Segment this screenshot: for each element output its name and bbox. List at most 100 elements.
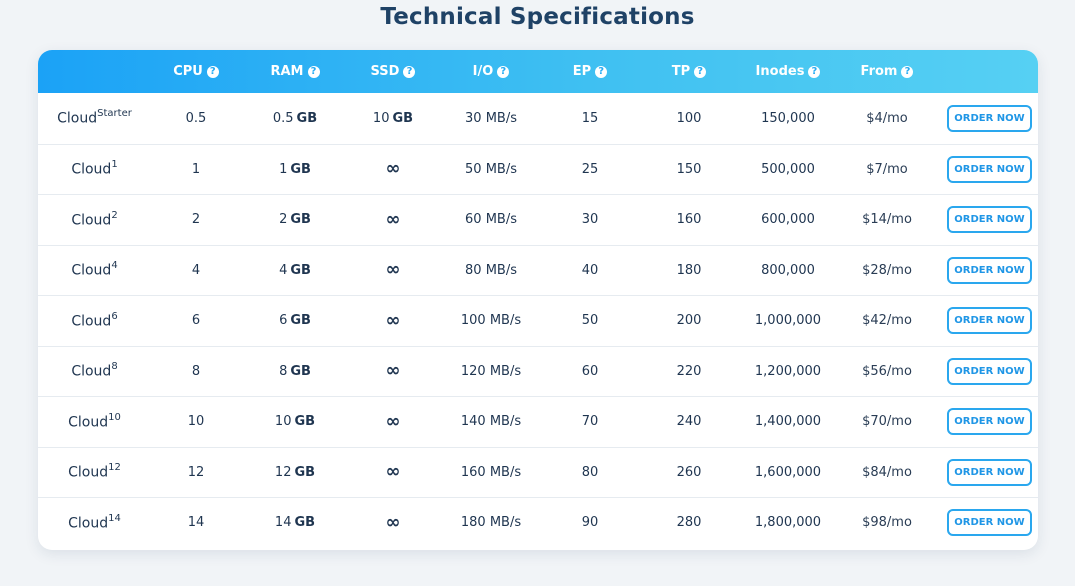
plan-tier: 6 — [111, 310, 118, 322]
ram-unit: GB — [296, 110, 318, 126]
infinity-icon: ∞ — [385, 461, 401, 483]
inodes-cell: 1,400,000 — [754, 414, 822, 430]
ram-cell: 4 GB — [279, 262, 311, 278]
io-cell: 80 MB/s — [465, 262, 517, 278]
ram-cell: 0.5 GB — [272, 110, 318, 126]
order-now-button[interactable]: ORDER NOW — [947, 256, 1032, 284]
ram-unit: GB — [290, 313, 311, 329]
ram-cell: 2 GB — [279, 212, 311, 228]
ram-cell: 12 GB — [274, 464, 316, 480]
cpu-cell: 1 — [191, 161, 201, 177]
tp-cell: 160 — [676, 212, 702, 228]
action-cell: ORDER NOW — [941, 155, 1038, 183]
help-icon[interactable]: ? — [901, 65, 914, 78]
ep-cell: 25 — [581, 161, 599, 177]
ram-unit: GB — [294, 515, 316, 531]
price-cell: $84/mo — [862, 464, 912, 480]
cpu-cell: 12 — [187, 464, 205, 480]
tp-cell: 180 — [676, 262, 702, 278]
order-now-button[interactable]: ORDER NOW — [947, 155, 1032, 183]
action-cell: ORDER NOW — [941, 509, 1038, 537]
plan-tier: 4 — [111, 260, 118, 272]
plan-cell: Cloud6 — [38, 310, 151, 330]
inodes-cell: 500,000 — [761, 161, 815, 177]
price-cell: $28/mo — [862, 262, 912, 278]
ssd-cell: ∞ — [349, 362, 437, 380]
inodes-cell: 600,000 — [761, 212, 815, 228]
specs-table: CPU? RAM? SSD? I/O? EP? TP? Inodes? From… — [38, 50, 1038, 550]
action-cell: ORDER NOW — [941, 256, 1038, 284]
ssd-cell: ∞ — [349, 513, 437, 532]
ram-unit: GB — [290, 161, 311, 177]
action-cell: ORDER NOW — [941, 104, 1038, 132]
plan-cell: Cloud2 — [38, 209, 151, 229]
ram-cell: 6 GB — [279, 313, 311, 329]
help-icon[interactable]: ? — [497, 65, 510, 78]
ssd-cell: ∞ — [349, 261, 437, 279]
table-row: Cloud4 4 4 GB ∞ 80 MB/s 40 180 800,000 $28/mo ORDE… — [38, 244, 1038, 296]
help-icon[interactable]: ? — [307, 65, 320, 78]
header-from: From? — [833, 64, 941, 79]
tp-cell: 260 — [676, 464, 702, 480]
help-icon[interactable]: ? — [595, 65, 608, 78]
ram-unit: GB — [290, 262, 311, 278]
plan-tier: 14 — [108, 512, 121, 524]
io-cell: 120 MB/s — [460, 363, 522, 379]
order-now-button[interactable]: ORDER NOW — [947, 408, 1032, 436]
io-cell: 100 MB/s — [460, 313, 522, 329]
help-icon[interactable]: ? — [694, 65, 707, 78]
ram-unit: GB — [294, 414, 316, 430]
header-cpu: CPU? — [151, 64, 241, 79]
price-cell: $14/mo — [862, 212, 912, 228]
help-icon[interactable]: ? — [808, 65, 821, 78]
infinity-icon: ∞ — [385, 309, 401, 331]
cpu-cell: 10 — [187, 414, 205, 430]
io-cell: 140 MB/s — [460, 414, 522, 430]
table-body: CloudStarter 0.5 0.5 GB 10 GB 30 MB/s 15 100 150,… — [38, 93, 1038, 548]
plan-name: Cloud6 — [71, 310, 118, 330]
ep-cell: 15 — [581, 110, 599, 126]
order-now-button[interactable]: ORDER NOW — [947, 357, 1032, 385]
action-cell: ORDER NOW — [941, 307, 1038, 335]
infinity-icon: ∞ — [385, 259, 401, 281]
plan-name: Cloud2 — [71, 209, 118, 229]
action-cell: ORDER NOW — [941, 206, 1038, 234]
action-cell: ORDER NOW — [941, 357, 1038, 385]
plan-tier: Starter — [97, 108, 132, 120]
table-row: CloudStarter 0.5 0.5 GB 10 GB 30 MB/s 15 100 150,… — [38, 93, 1038, 144]
table-row: Cloud8 8 8 GB ∞ 120 MB/s 60 220 1,200,000 $56/mo O… — [38, 345, 1038, 397]
tp-cell: 220 — [676, 363, 702, 379]
plan-name: Cloud12 — [68, 462, 121, 482]
plan-name: Cloud8 — [71, 361, 118, 381]
header-tp: TP? — [635, 64, 743, 79]
ram-cell: 8 GB — [279, 363, 311, 379]
plan-cell: Cloud12 — [38, 462, 151, 482]
order-now-button[interactable]: ORDER NOW — [947, 307, 1032, 335]
help-icon[interactable]: ? — [206, 65, 219, 78]
order-now-button[interactable]: ORDER NOW — [947, 104, 1032, 132]
ram-cell: 1 GB — [279, 161, 311, 177]
ep-cell: 50 — [581, 313, 599, 329]
header-io-label: I/O — [472, 64, 494, 79]
io-cell: 30 MB/s — [465, 110, 517, 126]
ep-cell: 40 — [581, 262, 599, 278]
header-ssd: SSD? — [349, 64, 437, 79]
header-inodes: Inodes? — [743, 64, 833, 79]
cpu-cell: 0.5 — [185, 110, 207, 126]
ssd-cell: 10 GB — [372, 110, 414, 126]
price-cell: $4/mo — [866, 110, 908, 126]
order-now-button[interactable]: ORDER NOW — [947, 458, 1032, 486]
tp-cell: 200 — [676, 313, 702, 329]
ssd-cell: ∞ — [349, 309, 437, 331]
help-icon[interactable]: ? — [403, 65, 416, 78]
order-now-button[interactable]: ORDER NOW — [947, 509, 1032, 537]
ep-cell: 80 — [581, 464, 599, 480]
action-cell: ORDER NOW — [941, 458, 1038, 486]
ssd-unit: GB — [392, 110, 414, 126]
order-now-button[interactable]: ORDER NOW — [947, 206, 1032, 234]
infinity-icon: ∞ — [385, 208, 401, 230]
ram-unit: GB — [294, 464, 316, 480]
table-row: Cloud12 12 12 GB ∞ 160 MB/s 80 260 1,600,000 $84/… — [38, 446, 1038, 498]
plan-name: Cloud4 — [71, 260, 118, 280]
ep-cell: 70 — [581, 414, 599, 430]
